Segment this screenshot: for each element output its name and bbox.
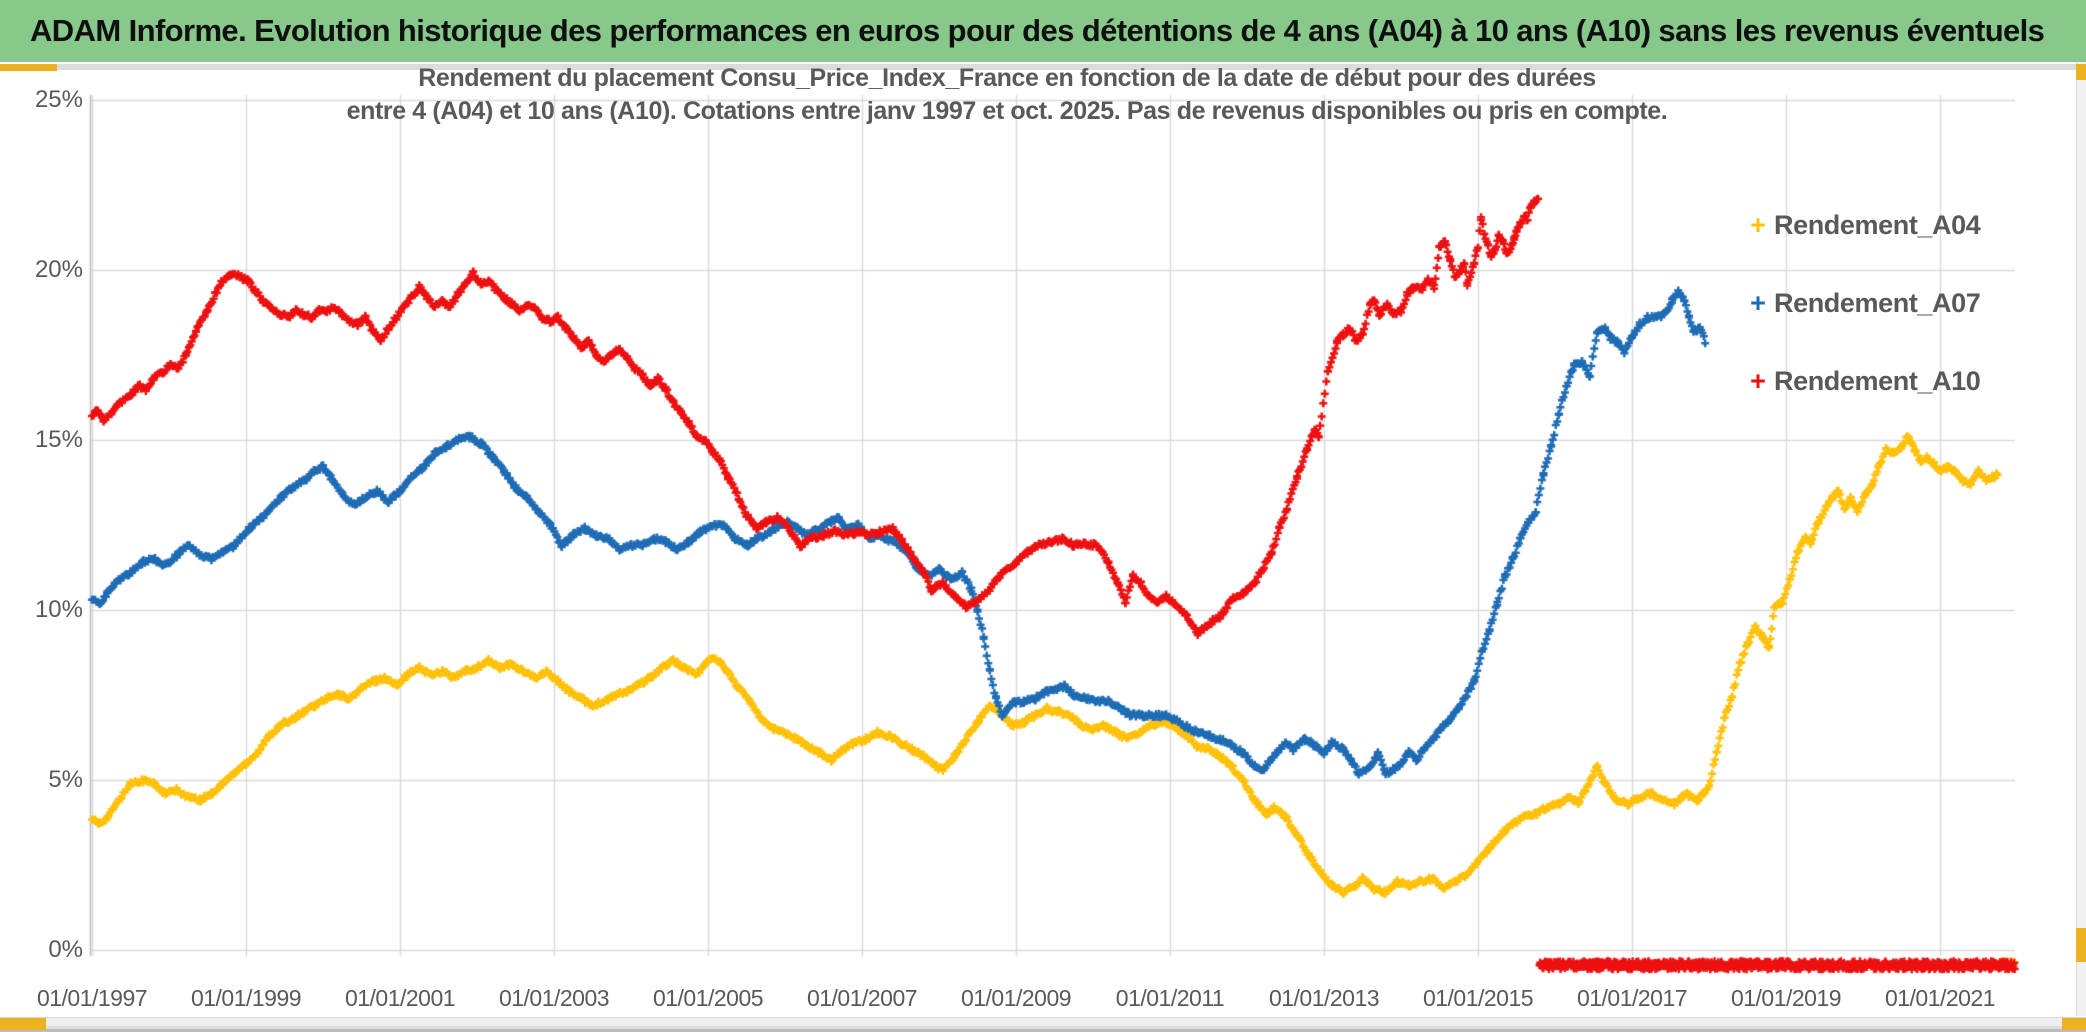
chart-area: Rendement du placement Consu_Price_Index… [0, 62, 2086, 1032]
legend-item-rendement_a10: + Rendement_A10 [1742, 361, 1981, 401]
x-axis-tick-label: 01/01/2005 [652, 985, 764, 1011]
x-axis-tick-label: 01/01/1997 [36, 985, 148, 1011]
x-axis-tick-label: 01/01/2021 [1884, 985, 1996, 1011]
x-axis-tick-label: 01/01/2015 [1422, 985, 1534, 1011]
x-axis-tick-label: 01/01/2013 [1268, 985, 1380, 1011]
x-axis-tick-label: 01/01/1999 [190, 985, 302, 1011]
y-axis-tick-label: 5% [48, 766, 83, 793]
legend-item-rendement_a04: + Rendement_A04 [1742, 205, 1981, 245]
chart-title-line1: Rendement du placement Consu_Price_Index… [418, 64, 1596, 92]
legend-item-rendement_a07: + Rendement_A07 [1742, 283, 1981, 323]
window-titlebar: ADAM Informe. Evolution historique des p… [0, 0, 2086, 62]
legend-item-label: Rendement_A07 [1774, 287, 1981, 318]
y-axis-tick-label: 10% [34, 596, 83, 623]
legend-item-label: Rendement_A04 [1774, 209, 1981, 240]
window-title: ADAM Informe. Evolution historique des p… [30, 13, 2045, 48]
chart-title-line2: entre 4 (A04) et 10 ans (A10). Cotations… [346, 97, 1668, 125]
chart-title: Rendement du placement Consu_Price_Index… [0, 62, 2014, 128]
x-axis-tick-label: 01/01/2003 [498, 985, 610, 1011]
plus-marker-icon: + [1750, 366, 1766, 396]
x-axis-tick-label: 01/01/2007 [806, 985, 918, 1011]
x-axis-tick-label: 01/01/2009 [960, 985, 1072, 1011]
plus-marker-icon: + [1750, 288, 1766, 318]
x-axis-tick-label: 01/01/2017 [1576, 985, 1688, 1011]
x-axis-tick-label: 01/01/2011 [1115, 985, 1225, 1011]
legend-item-label: Rendement_A10 [1774, 365, 1981, 396]
gold-accent-right-bottom [2076, 928, 2086, 962]
x-axis-tick-label: 01/01/2001 [344, 985, 456, 1011]
gold-accent-bottom-right [2062, 1018, 2086, 1030]
gold-accent-right-top [2076, 64, 2086, 80]
gold-accent-bottom-left [0, 1018, 46, 1030]
plus-marker-icon: + [1750, 210, 1766, 240]
x-axis-tick-label: 01/01/2019 [1730, 985, 1842, 1011]
chart-canvas [0, 64, 2086, 1032]
y-axis-tick-label: 20% [34, 256, 83, 283]
y-axis-tick-label: 0% [48, 936, 83, 963]
right-border-strip [2076, 62, 2086, 1018]
y-axis-tick-label: 15% [34, 426, 83, 453]
y-axis-tick-label: 25% [34, 86, 83, 113]
bottom-border-strip [0, 1016, 2086, 1032]
